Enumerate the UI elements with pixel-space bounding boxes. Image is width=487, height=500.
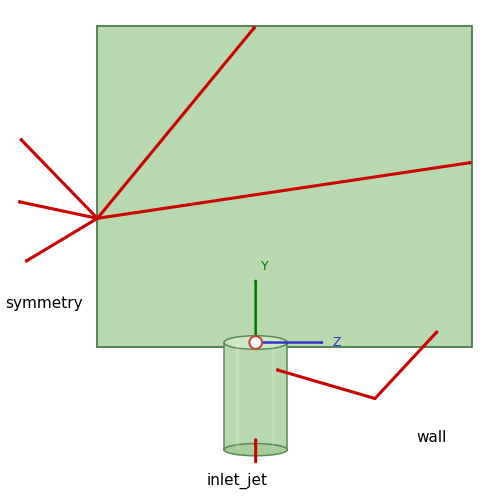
Ellipse shape xyxy=(224,336,287,349)
Ellipse shape xyxy=(224,444,287,456)
Bar xyxy=(97,26,472,347)
Text: symmetry: symmetry xyxy=(5,296,82,311)
Bar xyxy=(224,342,287,450)
Text: Y: Y xyxy=(261,260,268,274)
Text: Z: Z xyxy=(333,336,341,349)
Circle shape xyxy=(249,336,262,349)
Text: wall: wall xyxy=(416,430,447,445)
Text: inlet_jet: inlet_jet xyxy=(207,473,268,490)
